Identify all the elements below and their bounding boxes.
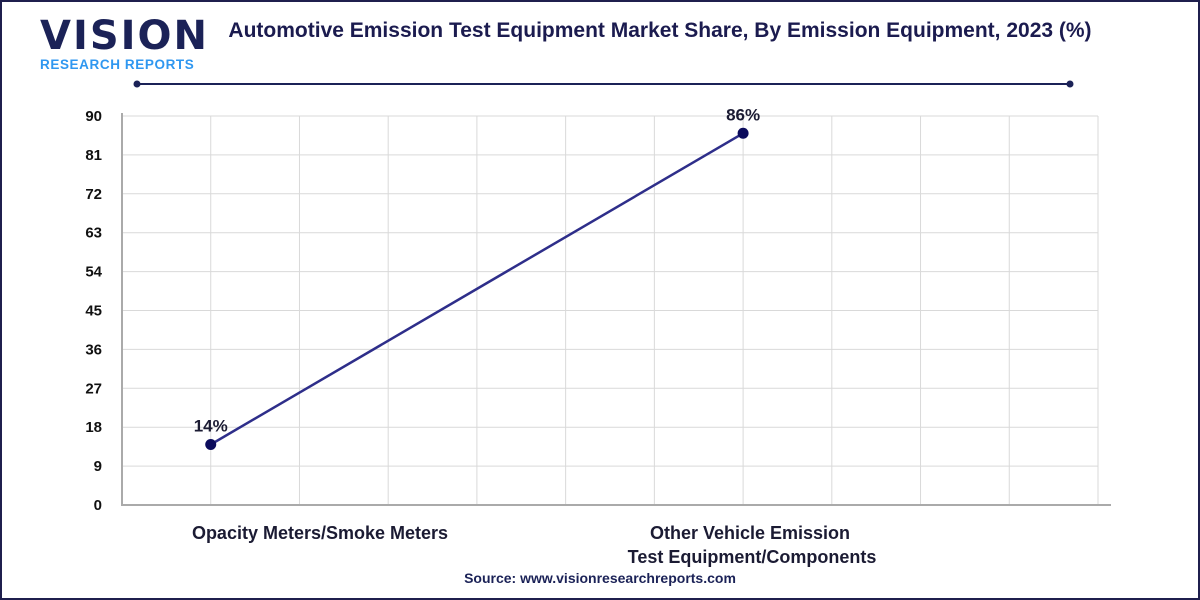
data-label: 14% — [194, 416, 228, 435]
title-underline — [133, 80, 1074, 88]
x-category-label: Other Vehicle Emission — [650, 523, 850, 543]
logo: VISION RESEARCH REPORTS — [40, 13, 210, 72]
y-tick-label: 72 — [85, 186, 102, 203]
x-category-label: Opacity Meters/Smoke Meters — [192, 523, 448, 543]
data-point — [205, 438, 217, 450]
logo-sub-text: RESEARCH REPORTS — [40, 57, 195, 72]
logo-main-text: VISION — [40, 13, 210, 59]
source-text: Source: www.visionresearchreports.com — [464, 570, 736, 586]
data-point — [737, 127, 749, 139]
y-tick-label: 81 — [85, 147, 102, 164]
x-category-label: Test Equipment/Components — [628, 547, 877, 567]
y-tick-label: 0 — [94, 497, 102, 514]
y-tick-label: 45 — [85, 303, 102, 320]
y-tick-label: 54 — [85, 264, 102, 281]
y-tick-label: 63 — [85, 225, 102, 242]
y-tick-label: 90 — [85, 108, 102, 125]
y-tick-label: 18 — [85, 419, 102, 436]
y-tick-label: 27 — [85, 380, 102, 397]
y-tick-label: 9 — [94, 458, 102, 475]
data-label: 86% — [726, 105, 760, 124]
chart-title: Automotive Emission Test Equipment Marke… — [228, 19, 1092, 42]
series-line — [210, 132, 744, 446]
y-tick-label: 36 — [85, 341, 102, 358]
